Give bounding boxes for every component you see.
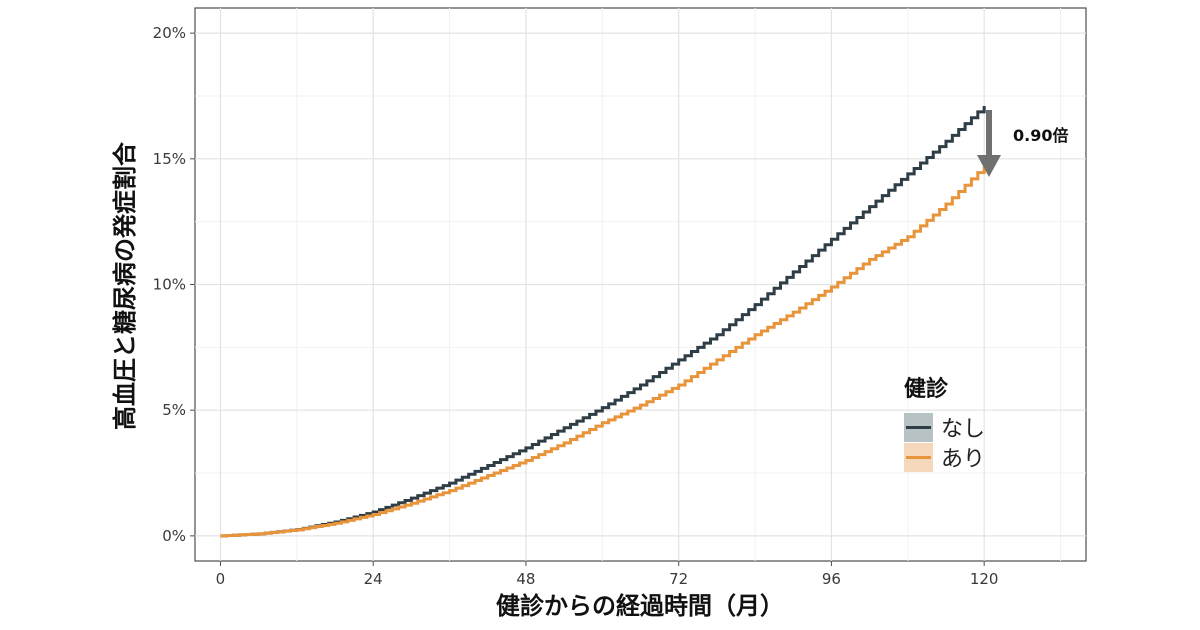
x-axis-title: 健診からの経過時間（月） (496, 592, 784, 620)
series-layer (220, 106, 986, 538)
y-axis-title: 高血圧と糖尿病の発症割合 (111, 141, 139, 430)
ratio-annotation: 0.90倍 (977, 110, 1068, 177)
major-gridlines (195, 8, 1086, 561)
x-tick-label: 72 (669, 570, 688, 588)
legend-label-nashi: なし (941, 417, 985, 442)
x-tick-label: 24 (364, 570, 383, 588)
y-tick-label: 15% (153, 150, 186, 168)
series-line-nashi (220, 106, 986, 538)
y-tick-label: 0% (162, 527, 186, 545)
y-tick-label: 10% (153, 276, 186, 294)
x-tick-label: 96 (822, 570, 841, 588)
x-tick-label: 0 (216, 570, 226, 588)
minor-gridlines (195, 8, 1086, 561)
down-arrow-head-icon (977, 155, 1001, 177)
x-tick-label: 120 (970, 570, 999, 588)
series-line-ari (220, 166, 986, 538)
x-tick-label: 48 (516, 570, 535, 588)
legend-title: 健診 (904, 376, 949, 402)
y-tick-label: 20% (153, 24, 186, 42)
legend: 健診 なし あり (904, 376, 985, 472)
ratio-annotation-text: 0.90倍 (1013, 126, 1068, 145)
legend-label-ari: あり (941, 447, 985, 472)
y-axis-ticks: 0% 5% 10% 15% 20% (153, 24, 195, 545)
y-tick-label: 5% (162, 401, 186, 419)
x-axis-ticks: 0 24 48 72 96 120 (216, 561, 999, 588)
